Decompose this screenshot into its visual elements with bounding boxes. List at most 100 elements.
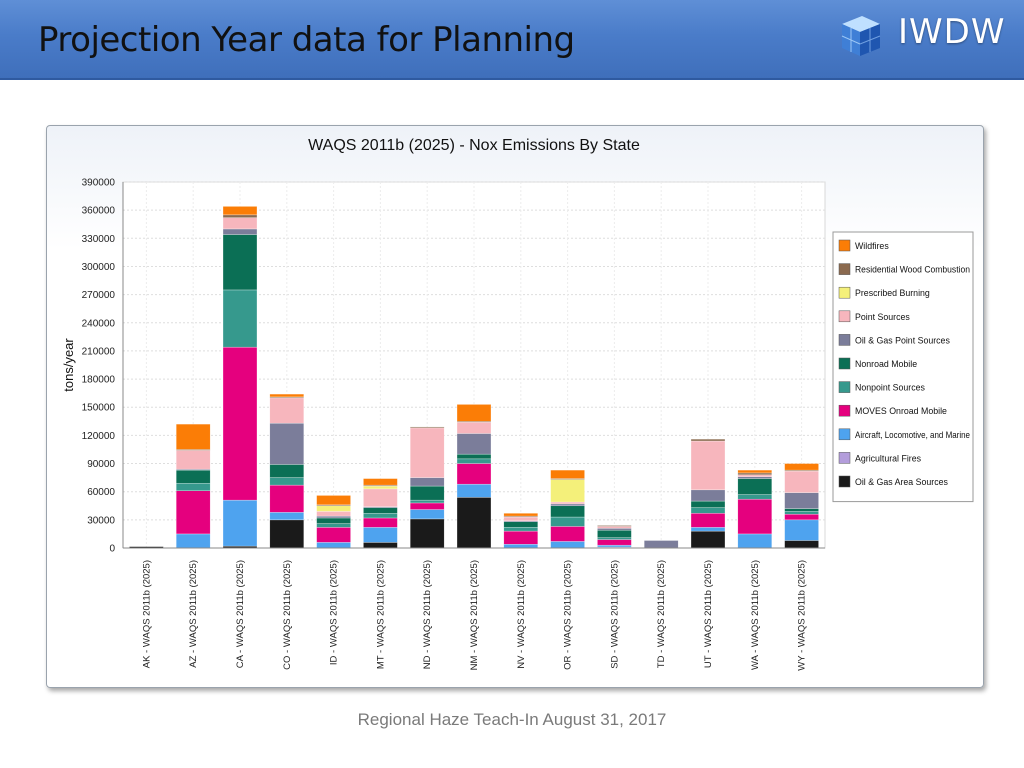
bar-segment	[175, 490, 211, 535]
legend-label: Prescribed Burning	[855, 288, 930, 298]
bar-segment	[316, 511, 351, 517]
bar-segment	[269, 477, 305, 486]
bar-segment	[784, 470, 819, 493]
bar-segment	[737, 474, 773, 477]
bar-segment	[503, 530, 539, 545]
x-tick-label: WY - WAQS 2011b (2025)	[797, 560, 808, 671]
bar-segment	[175, 450, 211, 470]
bar-segment	[456, 433, 492, 455]
bar-segment	[597, 526, 632, 529]
bar-segment	[597, 529, 632, 538]
legend-label: Agricultural Fires	[855, 453, 922, 463]
bar-segment	[269, 512, 305, 521]
nox-emissions-chart: WAQS 2011b (2025) - Nox Emissions By Sta…	[61, 137, 974, 671]
y-tick-label: 90000	[87, 459, 115, 470]
y-tick-label: 390000	[82, 178, 116, 189]
bar-segment	[503, 527, 539, 532]
bar-segment	[737, 494, 773, 500]
y-tick-label: 150000	[82, 403, 116, 414]
x-tick-label: CO - WAQS 2011b (2025)	[282, 560, 293, 670]
bar-segment	[456, 453, 492, 460]
bar-segment	[550, 526, 585, 542]
bar-segment	[175, 482, 211, 492]
legend-swatch	[838, 475, 851, 488]
bar-segment	[737, 498, 773, 535]
bar-segment	[222, 289, 258, 348]
bar-segment	[690, 527, 726, 532]
bar-segment	[784, 463, 819, 471]
bar-segment	[597, 537, 632, 540]
bar-segment	[222, 214, 258, 218]
bar-segment	[409, 509, 445, 520]
y-tick-label: 330000	[82, 234, 116, 245]
bar-segment	[316, 542, 351, 549]
bar-segment	[784, 513, 819, 521]
y-tick-label: 300000	[82, 262, 116, 273]
bar-segment	[363, 517, 398, 528]
bar-segment	[550, 501, 585, 505]
slide-header: Projection Year data for Planning IWDW	[0, 0, 1024, 80]
legend-swatch	[838, 310, 851, 323]
bar-segment	[690, 440, 726, 491]
bar-segment	[222, 346, 258, 501]
bar-segment	[222, 234, 258, 291]
bar-segment	[737, 478, 773, 495]
bar-segment	[363, 507, 398, 514]
bar-segment	[409, 426, 445, 429]
bar-segment	[737, 476, 773, 479]
bar-segment	[316, 517, 351, 524]
bar-segment	[503, 521, 539, 528]
iwdw-logo: IWDW	[838, 10, 1008, 60]
legend-label: Oil & Gas Area Sources	[855, 477, 948, 487]
x-tick-label: SD - WAQS 2011b (2025)	[609, 560, 620, 669]
chart-panel: WAQS 2011b (2025) - Nox Emissions By Sta…	[46, 125, 984, 688]
bar-segment	[503, 516, 539, 522]
legend-swatch	[838, 452, 851, 464]
bar-segment	[316, 505, 351, 512]
x-tick-label: AZ - WAQS 2011b (2025)	[188, 560, 199, 668]
x-tick-label: ND - WAQS 2011b (2025)	[422, 560, 433, 669]
legend-swatch	[838, 334, 851, 346]
x-tick-label: AK - WAQS 2011b (2025)	[141, 560, 152, 668]
y-tick-label: 240000	[82, 318, 116, 329]
bar-segment	[597, 528, 632, 531]
bar-segment	[269, 464, 305, 478]
bar-segment	[690, 513, 726, 528]
y-axis-label: tons/year	[61, 338, 76, 392]
bar-segment	[409, 518, 445, 549]
bar-segment	[363, 527, 398, 543]
legend-label: Nonroad Mobile	[855, 359, 917, 369]
bar-segment	[690, 500, 726, 508]
bar-segment	[550, 516, 585, 527]
bar-segment	[363, 488, 398, 507]
bar-segment	[222, 217, 258, 230]
x-tick-label: ID - WAQS 2011b (2025)	[329, 560, 340, 665]
bar-segment	[597, 544, 632, 548]
bar-segment	[316, 515, 351, 519]
x-tick-label: TD - WAQS 2011b (2025)	[656, 560, 667, 668]
bar-segment	[784, 540, 819, 549]
y-tick-label: 210000	[82, 346, 116, 357]
bar-segment	[175, 469, 211, 484]
x-tick-label: MT - WAQS 2011b (2025)	[375, 560, 386, 669]
bar-segment	[363, 513, 398, 519]
bar-segment	[269, 422, 305, 465]
legend-label: Residential Wood Combustion	[855, 265, 970, 275]
legend-swatch	[838, 357, 851, 370]
y-tick-label: 30000	[87, 515, 115, 526]
bar-segment	[269, 484, 305, 513]
chart-title: WAQS 2011b (2025) - Nox Emissions By Sta…	[308, 137, 640, 154]
bar-segment	[363, 542, 398, 549]
legend-swatch	[838, 404, 851, 417]
bar-segment	[316, 523, 351, 528]
bar-segment	[737, 472, 773, 476]
bar-segment	[363, 478, 398, 486]
bar-segment	[409, 485, 445, 501]
bar-segment	[550, 503, 585, 507]
bar-segment	[175, 423, 211, 450]
bar-segment	[597, 539, 632, 546]
x-tick-label: CA - WAQS 2011b (2025)	[235, 560, 246, 668]
bar-segment	[784, 492, 819, 509]
legend	[832, 231, 974, 503]
bar-segment	[222, 228, 258, 235]
